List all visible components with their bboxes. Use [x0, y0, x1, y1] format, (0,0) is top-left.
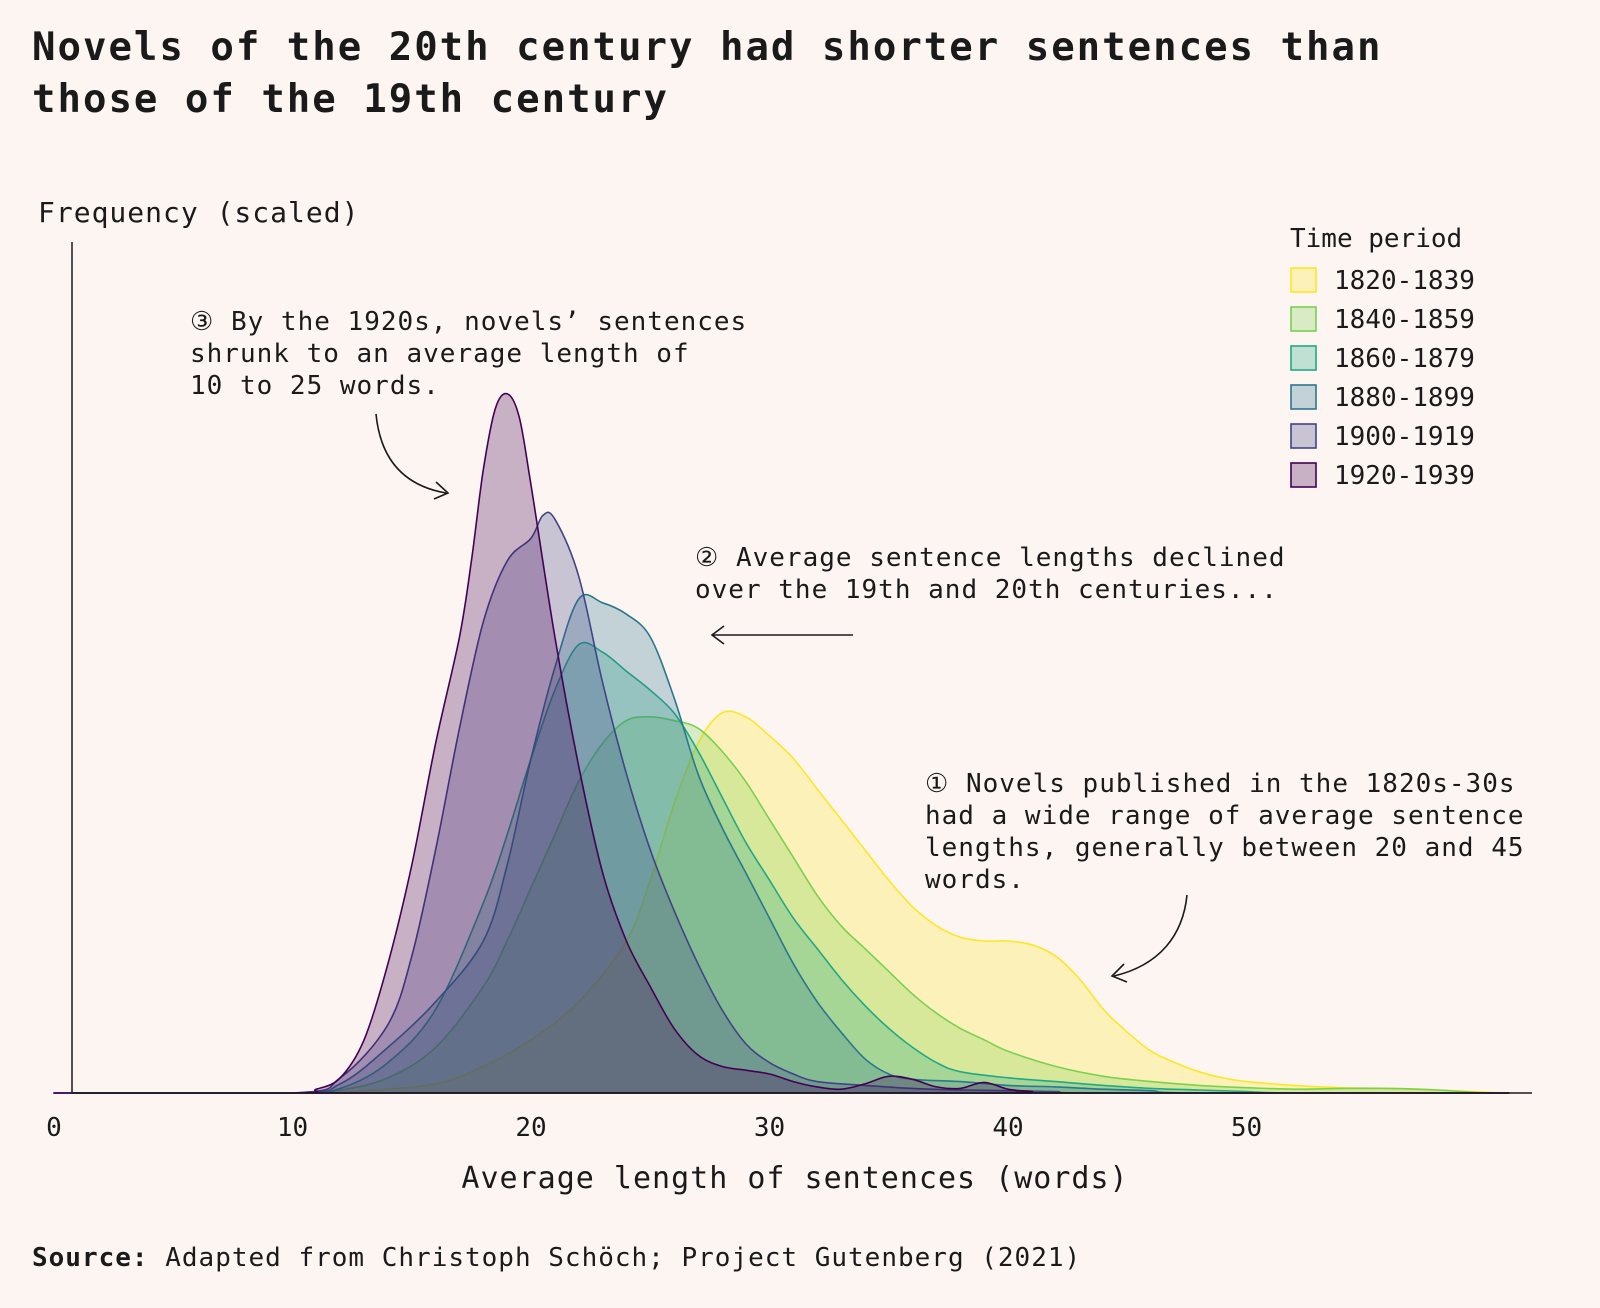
arrow-annotation-1: [1113, 894, 1188, 977]
x-tick-label: 30: [754, 1113, 785, 1143]
x-tick-labels: 0 10 20 30 40 50: [46, 1113, 1262, 1143]
arrow-annotation-1-head: [1110, 963, 1128, 983]
density-area-1920-1939: [53, 392, 1510, 1094]
source-text: Adapted from Christoph Schöch; Project G…: [165, 1243, 1082, 1273]
density-areas: [53, 392, 1510, 1094]
x-axis-label: Average length of sentences (words): [461, 1161, 1128, 1196]
legend-label-1820-1839: 1820-1839: [1334, 266, 1475, 296]
annotation-2: ② Average sentence lengths declined over …: [695, 543, 1286, 605]
legend-swatch-1900-1919: [1290, 423, 1317, 449]
legend-swatch-1880-1899: [1290, 384, 1317, 410]
legend-label-1840-1859: 1840-1859: [1334, 305, 1475, 335]
annotation-arrows: [375, 413, 1188, 983]
density-area-1860-1879: [53, 641, 1510, 1094]
legend-swatch-1860-1879: [1290, 345, 1317, 371]
density-area-1820-1839: [53, 710, 1510, 1094]
legend-label-1920-1939: 1920-1939: [1334, 461, 1475, 491]
arrow-annotation-3-head: [433, 481, 450, 500]
density-area-1880-1899: [53, 593, 1510, 1094]
x-tick-label: 20: [515, 1113, 546, 1143]
legend-label-1880-1899: 1880-1899: [1334, 383, 1475, 413]
legend: Time period 1820-1839 1840-1859 1860-1879 18…: [1290, 224, 1475, 491]
x-tick-label: 40: [992, 1113, 1023, 1143]
density-area-1840-1859: [53, 715, 1510, 1094]
density-area-1900-1919: [53, 511, 1510, 1094]
annotation-3: ③ By the 1920s, novels’ sentences shrunk …: [190, 307, 747, 401]
x-tick-label: 0: [46, 1113, 62, 1143]
annotation-1: ① Novels published in the 1820s-30s had a…: [925, 769, 1525, 895]
legend-label-1900-1919: 1900-1919: [1334, 422, 1475, 452]
legend-swatch-1920-1939: [1290, 462, 1317, 488]
y-axis-label: Frequency (scaled): [38, 196, 359, 229]
legend-swatch-1820-1839: [1290, 267, 1317, 293]
x-tick-label: 10: [277, 1113, 308, 1143]
legend-title: Time period: [1290, 224, 1462, 254]
source-label: Source:: [32, 1243, 149, 1273]
arrow-annotation-2-head: [710, 625, 725, 645]
annotations: ③ By the 1920s, novels’ sentences shrunk …: [190, 307, 1525, 895]
chart-title: Novels of the 20th century had shorter s…: [32, 25, 1383, 122]
x-tick-label: 50: [1231, 1113, 1262, 1143]
arrow-annotation-3: [375, 413, 447, 494]
legend-swatch-1840-1859: [1290, 306, 1317, 332]
source-note: Source: Adapted from Christoph Schöch; P…: [32, 1243, 1081, 1273]
legend-label-1860-1879: 1860-1879: [1334, 344, 1475, 374]
